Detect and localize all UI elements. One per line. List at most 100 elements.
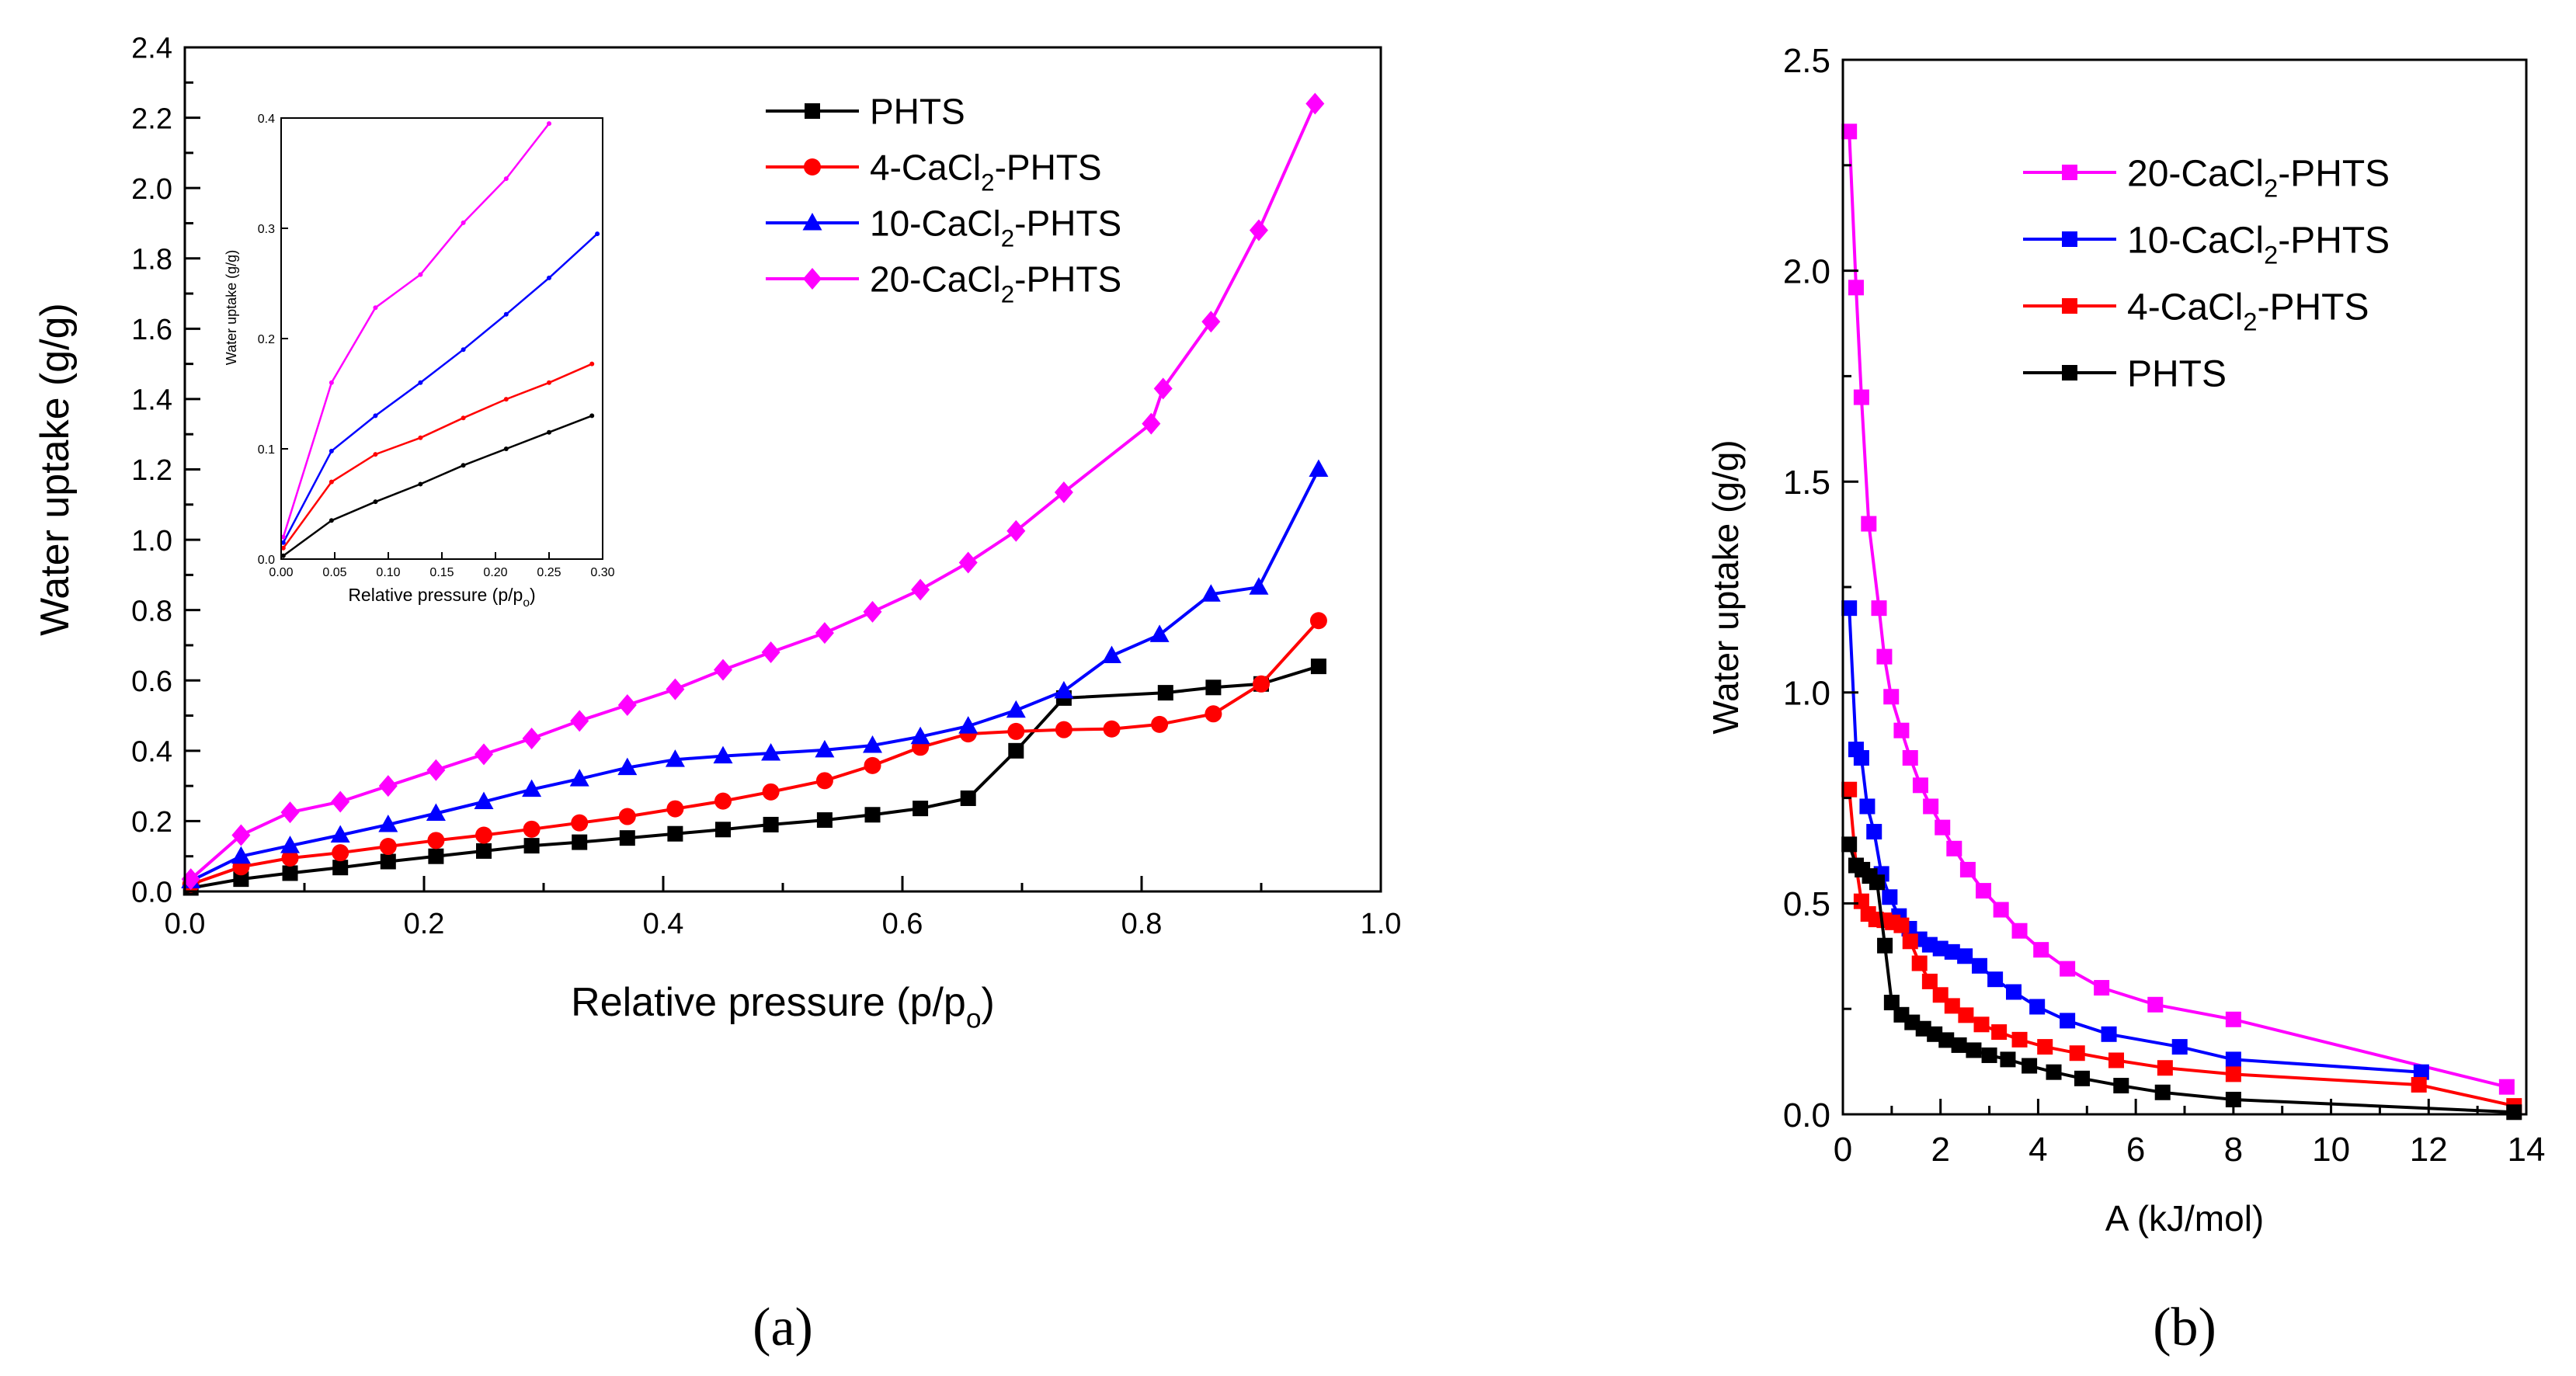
data-point xyxy=(2011,1031,2028,1048)
data-point xyxy=(618,808,636,825)
data-point xyxy=(762,783,780,801)
data-point xyxy=(280,836,301,853)
chart-panel-b: 0 2 4 6 8 10 12 14 0.0 0.5 1.0 1.5 2.0 2.5 A (kJ/mol) W… xyxy=(1705,42,2545,1357)
data-point xyxy=(1007,722,1025,740)
data-point xyxy=(281,849,299,867)
data-point xyxy=(911,579,930,601)
y-axis-label: Water uptake (g/g) xyxy=(33,303,78,636)
inset-x-tick-label: 0.15 xyxy=(429,566,454,579)
y-tick-label: 0.2 xyxy=(131,806,172,839)
legend-item: 10-CaCl2-PHTS xyxy=(2023,220,2390,269)
legend-label-text-end: -PHTS xyxy=(1014,259,1121,300)
data-point xyxy=(667,825,683,842)
data-point xyxy=(863,735,882,753)
data-point xyxy=(1157,685,1173,701)
data-point xyxy=(2498,1079,2515,1095)
x-tick-label: 2 xyxy=(1931,1131,1949,1169)
legend-marker xyxy=(2062,231,2077,247)
data-point xyxy=(1944,998,1960,1014)
legend-label-text: 4-CaCl xyxy=(870,148,981,188)
inset-y-tick-label: 0.3 xyxy=(258,223,275,236)
inset-data-point xyxy=(503,176,509,182)
data-point xyxy=(864,807,881,823)
legend-label-subscript: 2 xyxy=(1001,280,1014,308)
data-point xyxy=(714,658,732,681)
data-point xyxy=(1958,1007,1974,1023)
y-tick-label: 2.5 xyxy=(1783,42,1830,80)
inset-y-tick-label: 0.2 xyxy=(258,333,275,346)
data-point xyxy=(1055,721,1072,738)
series-10-cacl2-phts xyxy=(181,459,1329,888)
data-point xyxy=(1006,519,1026,542)
data-point xyxy=(378,814,398,832)
data-point xyxy=(569,769,589,787)
data-point xyxy=(1309,612,1327,630)
data-point xyxy=(619,830,635,846)
x-axis-label-text: Relative pressure (p/p xyxy=(571,980,966,1025)
data-point xyxy=(332,844,349,862)
data-point xyxy=(2101,1026,2117,1042)
data-point xyxy=(1103,720,1121,738)
data-point xyxy=(380,853,396,870)
data-point xyxy=(522,779,542,797)
inset-data-point xyxy=(373,452,378,457)
data-point xyxy=(1991,1024,2008,1041)
data-point xyxy=(2000,1051,2016,1068)
x-tick-label: 0.0 xyxy=(165,908,206,940)
data-point xyxy=(572,834,588,850)
inset-chart: 0.00 0.05 0.10 0.15 0.20 0.25 0.30 0.0 0.1 0.2 0.3… xyxy=(224,113,615,610)
series-4-cacl2-phts xyxy=(182,612,1327,893)
data-point xyxy=(474,791,494,810)
y-tick-label: 1.8 xyxy=(131,243,172,276)
data-point xyxy=(1993,902,2009,918)
inset-data-point xyxy=(503,397,509,402)
data-point xyxy=(2506,1104,2522,1121)
data-point xyxy=(427,832,445,850)
x-tick-label: 0.6 xyxy=(882,908,923,940)
data-point xyxy=(913,801,929,817)
data-point xyxy=(231,824,251,846)
inset-data-point xyxy=(503,311,509,317)
data-point xyxy=(1883,689,1900,705)
data-point xyxy=(476,843,492,859)
data-point xyxy=(1893,917,1910,933)
legend-label-text-end: -PHTS xyxy=(2278,220,2390,261)
data-point xyxy=(2074,1070,2090,1086)
data-point xyxy=(1946,840,1962,857)
data-point xyxy=(1876,648,1893,665)
inset-data-point xyxy=(461,220,466,225)
data-point xyxy=(864,756,881,774)
data-point xyxy=(2011,923,2028,939)
y-tick-label: 1.4 xyxy=(131,384,172,417)
data-point xyxy=(958,716,979,734)
inset-data-point xyxy=(547,275,551,280)
data-point xyxy=(816,812,833,829)
data-point xyxy=(1987,971,2004,988)
inset-data-point xyxy=(418,380,423,385)
data-point xyxy=(2069,1045,2085,1062)
data-point xyxy=(863,600,882,623)
inset-data-point xyxy=(503,447,509,451)
data-point xyxy=(2006,984,2022,1000)
data-point xyxy=(960,790,976,806)
inset-data-point xyxy=(461,463,466,468)
data-point xyxy=(1959,861,1976,877)
legend-label: PHTS xyxy=(2127,353,2227,394)
inset-x-axis-label: Relative pressure (p/po) xyxy=(348,585,535,610)
series-phts xyxy=(183,658,1326,896)
data-point xyxy=(1981,1047,1997,1063)
data-point xyxy=(2033,942,2049,958)
x-tick-label: 14 xyxy=(2508,1131,2546,1169)
legend-marker xyxy=(805,103,820,119)
data-point xyxy=(2022,1058,2038,1074)
inset-y-tick-label: 0.0 xyxy=(258,554,275,567)
legend-label-text: 10-CaCl xyxy=(2127,220,2264,261)
data-point xyxy=(1866,824,1882,840)
data-point xyxy=(2108,1052,2124,1068)
data-point xyxy=(1859,798,1876,815)
plot-frame xyxy=(183,46,1382,893)
data-point xyxy=(1309,459,1329,477)
data-point xyxy=(2157,1060,2173,1076)
inset-data-point xyxy=(280,540,286,545)
data-point xyxy=(1951,1037,1967,1053)
